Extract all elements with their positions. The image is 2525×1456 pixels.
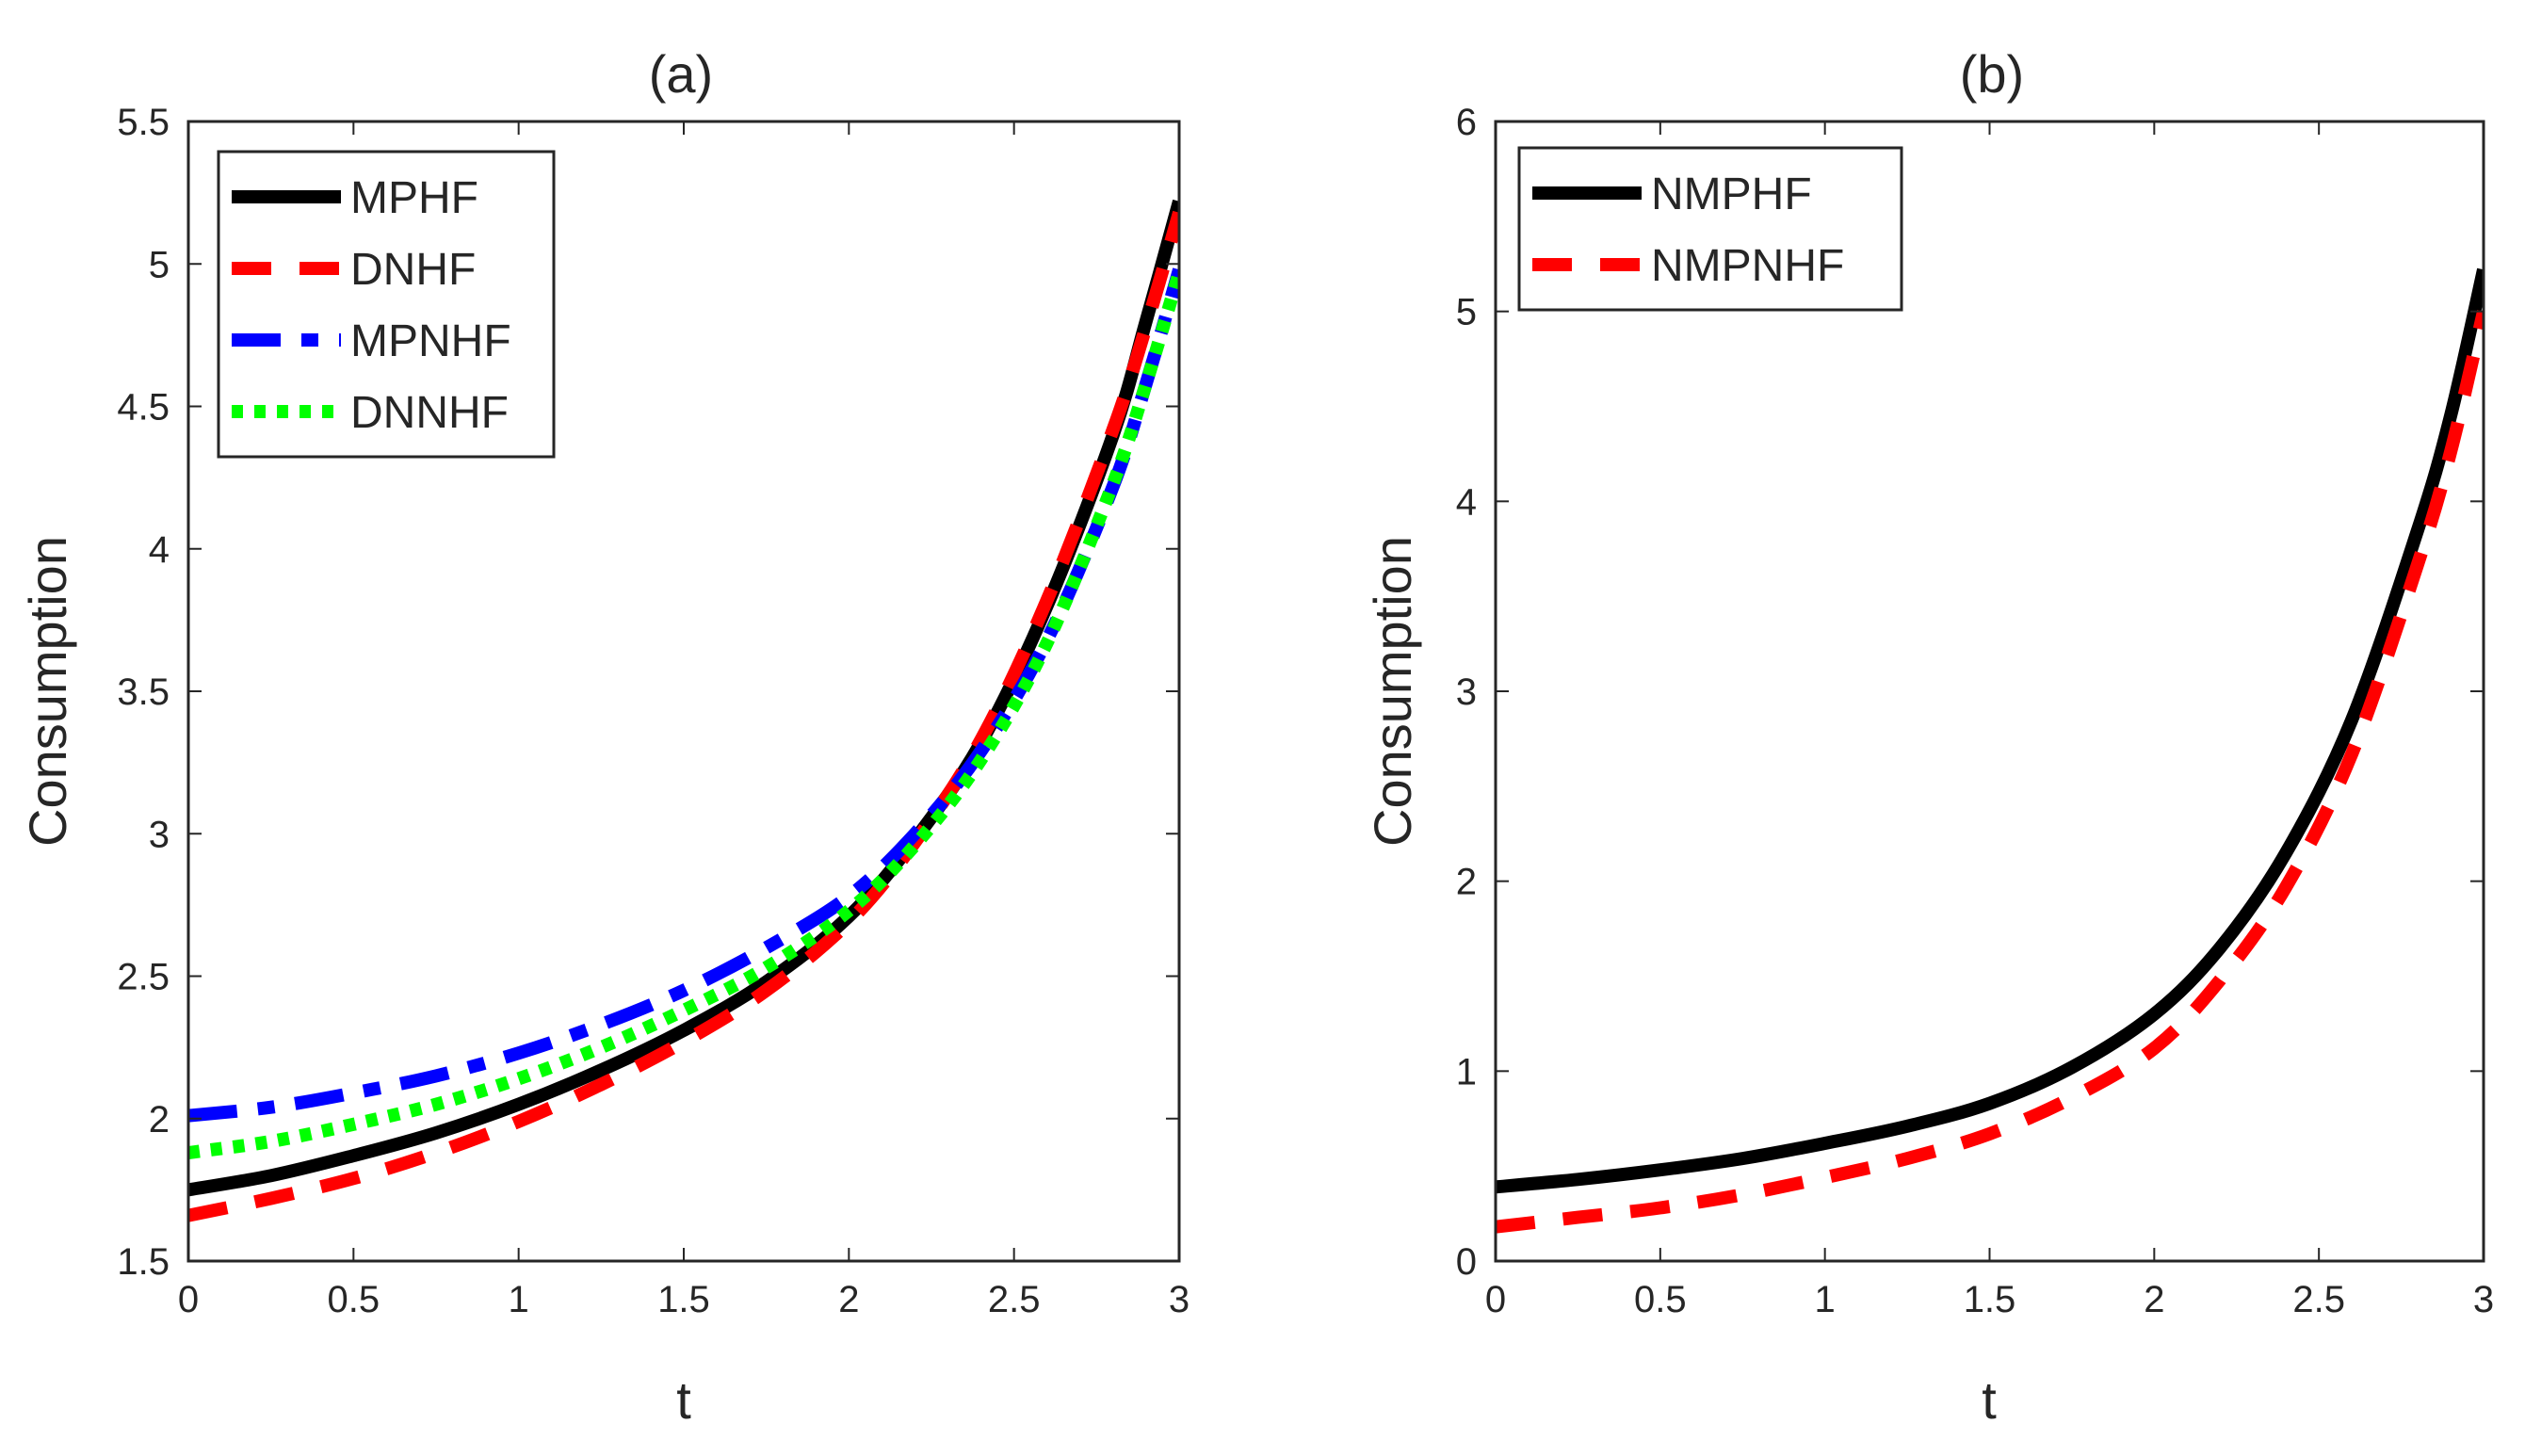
panel-a-x-tick-label: 3: [1169, 1279, 1190, 1320]
panel-a-legend: MPHF DNHF MPNHF DNNHF: [217, 150, 556, 459]
panel-b-ticks: 0 0.5 1 1.5 2 2.5 3 0 1 2 3 4 5 6: [1456, 102, 2494, 1320]
panel-b-y-tick-label: 5: [1456, 292, 1477, 333]
panel-a-y-tick-label: 2.5: [117, 957, 170, 998]
panel-b-x-tick-label: 0.5: [1634, 1279, 1687, 1320]
panel-a-y-tick-label: 3.5: [117, 671, 170, 713]
panel-a-series-dnhf-line: [188, 210, 1179, 1222]
panel-b-y-tick-label: 1: [1456, 1051, 1477, 1092]
panel-a-series-mpnhf-line: [188, 267, 1179, 1123]
panel-b-y-tick-label: 4: [1456, 481, 1477, 523]
panel-b-x-tick-label: 3: [2473, 1279, 2494, 1320]
panel-a-x-tick-label: 0.5: [328, 1279, 380, 1320]
panel-a-legend-label-dnhf: DNHF: [350, 245, 476, 295]
panel-b-series-layer: [1496, 267, 2484, 1234]
panel-b-series-nmpnhf-line: [1496, 310, 2484, 1234]
panel-a-y-tick-label: 3: [149, 814, 170, 855]
panel-b-x-tick-label: 1.5: [1964, 1279, 2016, 1320]
panel-b-y-tick-label: 0: [1456, 1241, 1477, 1283]
panel-a-legend-label-dnnhf: DNNHF: [350, 388, 509, 438]
panel-a-x-tick-label: 0: [178, 1279, 199, 1320]
panel-b-legend-label-nmpnhf: NMPNHF: [1651, 241, 1844, 291]
panel-b-legend: NMPHF NMPNHF: [1517, 146, 1903, 312]
panel-b-x-tick-label: 2: [2144, 1279, 2164, 1320]
panel-a-y-axis-title: Consumption: [18, 536, 77, 847]
panel-b-y-tick-label: 3: [1456, 671, 1477, 713]
panel-a-series-dnnhf-line: [188, 270, 1179, 1159]
panel-b-series-nmphf-line: [1496, 267, 2484, 1194]
panel-a-ticks: 0 0.5 1 1.5 2 2.5 3 1.5 2 2.5 3 3.5 4 4.5 5 5.5: [117, 102, 1190, 1320]
panel-a: (a) 0 0.5 1 1.5 2 2.5 3 1.5 2 2.5 3 3.5 4 4.5 5 5.5 t C…: [18, 44, 1190, 1430]
panel-a-series-layer: [188, 199, 1179, 1222]
panel-b-y-tick-label: 2: [1456, 862, 1477, 903]
panel-a-y-tick-label: 5: [149, 244, 170, 285]
panel-a-x-tick-label: 2: [838, 1279, 859, 1320]
panel-a-y-tick-label: 4: [149, 529, 170, 571]
panel-a-y-tick-label: 4.5: [117, 387, 170, 429]
panel-b-axes-box: [1494, 120, 2485, 1263]
panel-a-legend-label-mphf: MPHF: [350, 173, 478, 223]
panel-b: (b) 0 0.5 1 1.5 2 2.5 3 0 1 2 3 4 5 6 t Consumption N…: [1363, 44, 2494, 1430]
panel-a-x-tick-label: 1: [509, 1279, 529, 1320]
panel-a-y-tick-label: 1.5: [117, 1241, 170, 1283]
panel-a-x-tick-label: 1.5: [657, 1279, 710, 1320]
panel-a-legend-label-mpnhf: MPNHF: [350, 316, 511, 366]
panel-b-x-tick-label: 2.5: [2292, 1279, 2345, 1320]
panel-b-title: (b): [1960, 44, 2024, 104]
panel-b-legend-label-nmphf: NMPHF: [1651, 170, 1812, 219]
panel-a-axes-box: [186, 120, 1181, 1263]
panel-b-x-tick-label: 1: [1815, 1279, 1836, 1320]
panel-b-x-axis-title: t: [1982, 1370, 1997, 1430]
panel-b-x-tick-label: 0: [1485, 1279, 1506, 1320]
panel-a-title: (a): [649, 44, 713, 104]
panel-a-x-tick-label: 2.5: [988, 1279, 1041, 1320]
panel-a-x-axis-title: t: [676, 1370, 691, 1430]
panel-a-y-tick-label: 2: [149, 1099, 170, 1141]
panel-b-legend-box: [1517, 146, 1903, 312]
panel-a-y-tick-label: 5.5: [117, 102, 170, 143]
panel-b-y-tick-label: 6: [1456, 102, 1477, 143]
panel-b-y-axis-title: Consumption: [1363, 536, 1422, 847]
